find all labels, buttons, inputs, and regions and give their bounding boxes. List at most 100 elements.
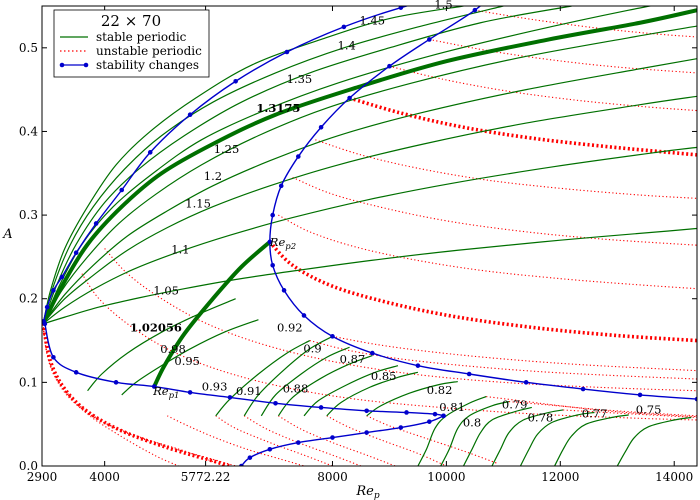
unstable-periodic-curve-24 bbox=[309, 340, 697, 380]
unstable-periodic-curve-19 bbox=[366, 415, 498, 465]
curve-label-0.92: 0.92 bbox=[277, 320, 303, 334]
stability-curve-lower-marker-11 bbox=[432, 411, 438, 417]
stability-curve-upper-marker-6 bbox=[119, 187, 125, 193]
stability-curve-right-marker-8 bbox=[270, 212, 275, 218]
stability-curve-lower-marker-2 bbox=[73, 370, 79, 375]
curve-label-0.81: 0.81 bbox=[439, 400, 465, 414]
curve-label-1.1: 1.1 bbox=[171, 243, 189, 257]
stability-curve-upper-marker-2 bbox=[51, 288, 56, 293]
stability-curve-lower-marker-9 bbox=[364, 408, 369, 414]
stability-curve-lower-marker-6 bbox=[227, 395, 233, 400]
point-label-re-p2: Rep2 bbox=[269, 235, 296, 252]
stable-branch-0.93 bbox=[215, 340, 310, 417]
x-tick-label: 5772.22 bbox=[181, 470, 231, 484]
stable-branch-0.95 bbox=[121, 319, 259, 396]
axis-ticks-layer: 2900 4000 5772.22 8000 10000 12000 14000 0.0 0.1… bbox=[19, 6, 697, 484]
curve-label-0.77: 0.77 bbox=[582, 407, 608, 421]
x-tick-label: 12000 bbox=[541, 470, 579, 484]
curve-label-1.25: 1.25 bbox=[214, 142, 240, 156]
stable-branch-0.81 bbox=[440, 401, 510, 466]
stability-curve-lower-marker-3 bbox=[113, 380, 119, 385]
stability-curve-right-marker-5 bbox=[318, 124, 324, 130]
curve-label-0.87: 0.87 bbox=[340, 352, 366, 366]
stable-branch-0.78 bbox=[519, 411, 595, 466]
y-axis-title: A bbox=[2, 227, 12, 242]
unstable-periodic-curve-15 bbox=[215, 415, 333, 466]
stable-branch-1.3175 bbox=[42, 8, 697, 325]
stability-curve-right-marker-6 bbox=[296, 154, 301, 159]
stability-curve-right-marker-20 bbox=[694, 396, 697, 402]
stability-curve-fold-marker-8 bbox=[239, 463, 244, 466]
stability-curve-right-marker-16 bbox=[466, 371, 472, 377]
stable-branch-1.15 bbox=[42, 95, 697, 325]
stability-curve-upper-marker-11 bbox=[341, 24, 347, 30]
stable-branch-0.8 bbox=[462, 406, 532, 466]
stability-curve-lower-marker-4 bbox=[151, 384, 157, 389]
stability-curve-upper-marker-9 bbox=[233, 78, 238, 84]
unstable-periodic-curve-3 bbox=[42, 323, 179, 466]
stable-branch-1.2 bbox=[42, 58, 697, 325]
stable-branch-0.75 bbox=[616, 416, 692, 466]
x-tick-label: 2900 bbox=[27, 470, 58, 484]
stability-curve-lower-marker-5 bbox=[187, 390, 193, 395]
legend-box bbox=[53, 9, 210, 78]
curve-label-0.9: 0.9 bbox=[303, 341, 321, 355]
curve-label-0.79: 0.79 bbox=[502, 397, 528, 411]
legend-swatch-stability-dot-right bbox=[83, 62, 89, 68]
stability-curve-upper-marker-7 bbox=[147, 150, 153, 155]
curve-label-1.3175: 1.3175 bbox=[256, 101, 300, 115]
y-tick-label: 0.1 bbox=[19, 375, 38, 389]
y-tick-label: 0.5 bbox=[19, 41, 38, 55]
stability-curve-lower-marker-1 bbox=[51, 354, 56, 360]
y-tick-label: 0.4 bbox=[19, 124, 38, 138]
curve-label-0.82: 0.82 bbox=[427, 383, 453, 397]
y-tick-label: 0.0 bbox=[19, 459, 38, 473]
stability-curve-right-marker-13 bbox=[330, 334, 335, 339]
curve-label-1.45: 1.45 bbox=[359, 13, 385, 27]
curve-label-0.91: 0.91 bbox=[236, 384, 262, 398]
stable-branch-0.87 bbox=[326, 371, 419, 417]
unstable-periodic-curve-18 bbox=[326, 415, 447, 466]
stable-branch-0.98 bbox=[87, 298, 236, 392]
stability-curve-fold-marker-2 bbox=[398, 425, 404, 430]
stable-branch-0.77 bbox=[554, 414, 629, 466]
stability-curve-lower-marker-0 bbox=[42, 321, 48, 327]
unstable-periodic-curve-10 bbox=[349, 96, 697, 157]
plot-frame bbox=[41, 5, 698, 467]
stability-curve-lower-marker-10 bbox=[404, 410, 409, 415]
stable-branch-0.9 bbox=[277, 355, 373, 417]
stable-branch-1.05 bbox=[42, 227, 697, 325]
legend: 22 × 70 stable periodic unstable periodi… bbox=[53, 9, 210, 78]
curve-label-1.35: 1.35 bbox=[287, 72, 313, 86]
x-tick-label: 14000 bbox=[655, 470, 693, 484]
stability-curve-fold-marker-7 bbox=[247, 455, 253, 460]
unstable-periodic-curve-2 bbox=[42, 323, 231, 466]
curve-label-1.02056: 1.02056 bbox=[130, 320, 182, 334]
unstable-periodic-curve-7 bbox=[278, 214, 697, 290]
stability-curve-upper-marker-8 bbox=[187, 112, 193, 118]
stability-curve-lower-marker-8 bbox=[318, 405, 324, 410]
stability-curve-upper-marker-3 bbox=[59, 274, 65, 280]
stability-curve-right-marker-17 bbox=[523, 380, 529, 385]
stability-curve-right-marker-14 bbox=[370, 350, 375, 356]
curve-label-0.75: 0.75 bbox=[636, 402, 662, 416]
y-tick-label: 0.2 bbox=[19, 292, 38, 306]
stability-curve-right-marker-4 bbox=[347, 95, 352, 101]
legend-title: 22 × 70 bbox=[101, 12, 161, 30]
stable-branch-0.79 bbox=[491, 409, 564, 466]
stable-branch-1.4 bbox=[42, 6, 572, 325]
curve-label-1.4: 1.4 bbox=[338, 39, 356, 53]
curve-label-1.05: 1.05 bbox=[153, 284, 179, 298]
stability-curve-upper-marker-1 bbox=[44, 304, 50, 310]
legend-entry-stable: stable periodic bbox=[96, 30, 187, 44]
unstable-periodic-curve-8 bbox=[292, 176, 697, 246]
stable-branch-1.25 bbox=[42, 25, 697, 325]
curve-label-0.78: 0.78 bbox=[528, 411, 554, 425]
stability-curve-fold-marker-1 bbox=[427, 419, 432, 424]
x-axis-title: Rep bbox=[355, 484, 379, 500]
stable-branch-1.02056 bbox=[152, 240, 272, 388]
stable-branch-0.88 bbox=[303, 365, 399, 417]
x-tick-label: 8000 bbox=[317, 470, 348, 484]
